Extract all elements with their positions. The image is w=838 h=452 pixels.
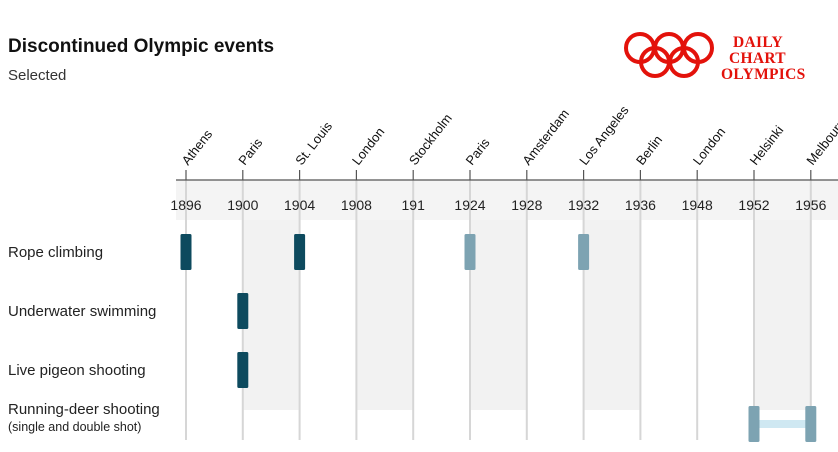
year-label: 1928 <box>511 197 542 213</box>
city-label: Los Angeles <box>576 102 632 167</box>
chart-title: Discontinued Olympic events <box>8 36 274 57</box>
event-mark-1924 <box>464 234 476 270</box>
year-label: 1924 <box>454 197 485 213</box>
event-mark-1904 <box>294 234 306 270</box>
event-label: Underwater swimming <box>8 303 156 320</box>
year-label: 191 <box>402 197 426 213</box>
event-mark-1952 <box>748 406 760 442</box>
olympic-rings-icon <box>624 32 714 78</box>
city-label: Athens <box>179 126 216 168</box>
logo-line-2: CHART <box>729 50 786 67</box>
city-label: Paris <box>235 135 265 168</box>
gridlines <box>185 180 812 440</box>
event-mark-1896 <box>180 234 192 270</box>
daily-chart-olympics-logo: DAILY CHART OLYMPICS <box>624 32 806 83</box>
event-labels: Rope climbing Underwater swimming Live pig… <box>8 244 160 434</box>
event-mark-1956 <box>805 406 817 442</box>
chart-subtitle: Selected <box>8 67 66 84</box>
event-note: (single and double shot) <box>8 420 141 434</box>
year-label: 1948 <box>682 197 713 213</box>
city-label: London <box>349 124 388 167</box>
event-connector <box>754 420 811 428</box>
year-label: 1956 <box>795 197 826 213</box>
background-shading <box>176 180 838 410</box>
city-label: Helsinki <box>747 123 787 168</box>
background-band-top <box>176 180 838 220</box>
event-label: Rope climbing <box>8 244 103 261</box>
city-label: London <box>690 124 729 167</box>
year-label: 1904 <box>284 197 315 213</box>
event-label: Live pigeon shooting <box>8 362 146 379</box>
city-label: St. Louis <box>292 118 335 167</box>
year-label: 1900 <box>227 197 258 213</box>
year-label: 1932 <box>568 197 599 213</box>
year-label: 1896 <box>170 197 201 213</box>
year-tick-labels: 1896 1900 1904 1908 191 1924 1928 1932 1936 1948 1… <box>170 170 827 213</box>
event-mark-1932 <box>578 234 590 270</box>
ring-4 <box>668 46 700 78</box>
host-city-labels: Athens Paris St. Louis London Stockholm Paris… <box>179 102 838 167</box>
logo-line-3: OLYMPICS <box>721 66 806 83</box>
logo-line-1: DAILY <box>733 34 783 51</box>
city-label: Berlin <box>633 132 665 167</box>
event-label: Running-deer shooting <box>8 401 160 418</box>
city-label: Melbourne <box>803 110 838 168</box>
year-label: 1908 <box>341 197 372 213</box>
city-label: Stockholm <box>406 111 455 168</box>
event-mark-1900 <box>237 352 249 388</box>
event-marks <box>180 234 817 442</box>
city-label: Amsterdam <box>519 106 572 168</box>
event-mark-1900 <box>237 293 249 329</box>
year-label: 1936 <box>625 197 656 213</box>
city-label: Paris <box>463 135 493 168</box>
year-label: 1952 <box>738 197 769 213</box>
